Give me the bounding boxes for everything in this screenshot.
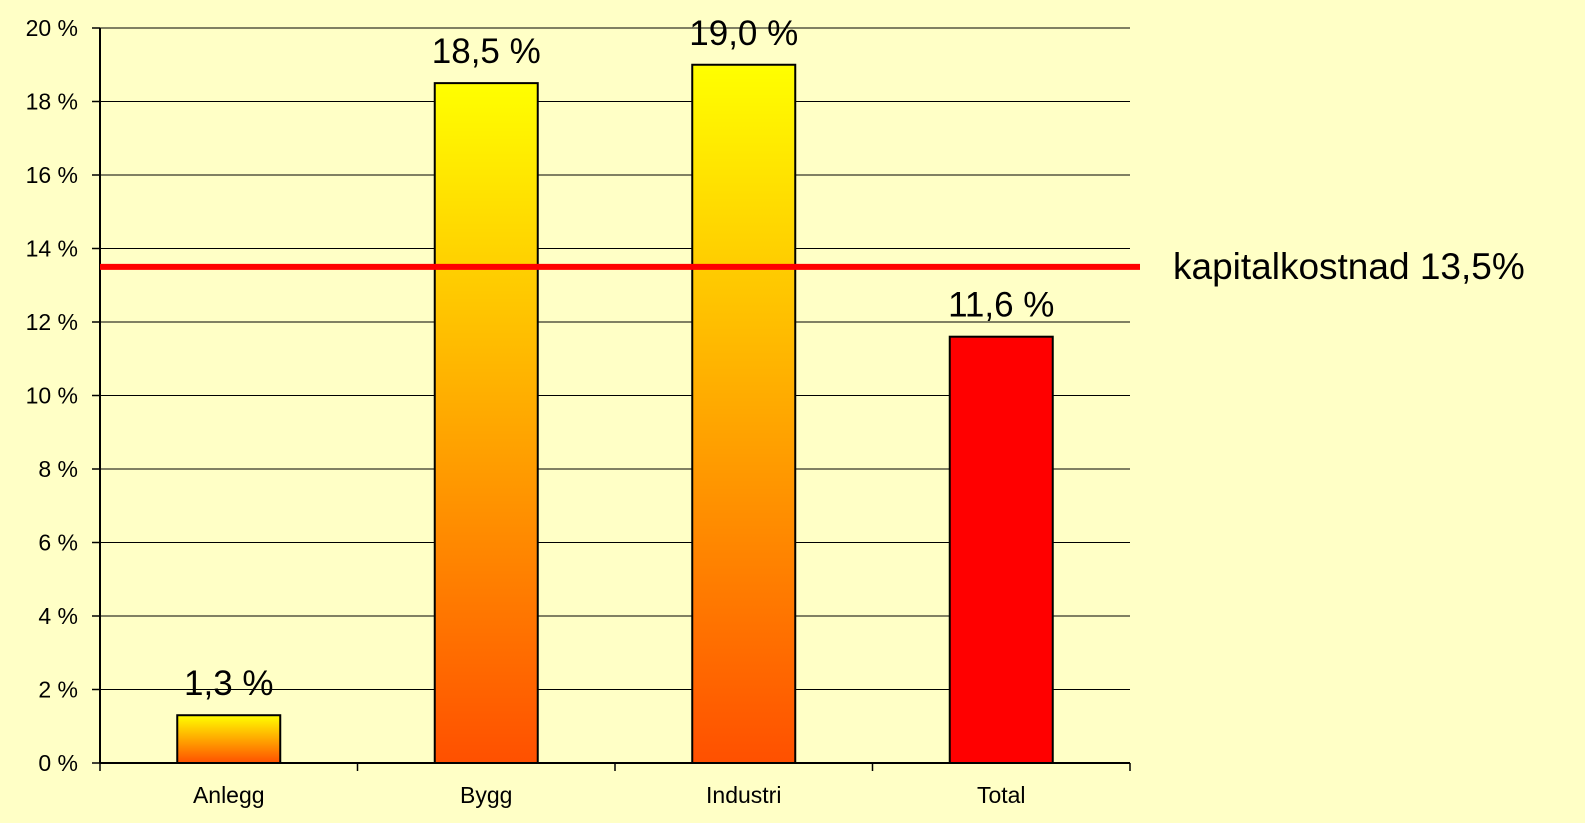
y-tick-label: 14 %	[26, 236, 78, 262]
data-label-bygg: 18,5 %	[432, 32, 541, 71]
y-tick-label: 0 %	[38, 750, 78, 776]
category-label-total: Total	[977, 782, 1026, 808]
y-tick-label: 12 %	[26, 309, 78, 335]
y-tick-label: 6 %	[38, 530, 78, 556]
data-label-total: 11,6 %	[948, 286, 1054, 325]
bar-total	[948, 335, 1054, 764]
category-label-anlegg: Anlegg	[193, 782, 265, 808]
y-tick-label: 16 %	[26, 162, 78, 188]
gridlines	[100, 27, 1130, 690]
reference-line-group: kapitalkostnad 13,5%	[100, 246, 1525, 287]
category-label-bygg: Bygg	[460, 782, 512, 808]
data-label-industri: 19,0 %	[689, 14, 798, 53]
reference-line-label: kapitalkostnad 13,5%	[1173, 246, 1525, 287]
data-label-anlegg: 1,3 %	[184, 664, 274, 703]
labels: 0 % 2 % 4 % 6 % 8 % 10 % 12 % 14 % 16 % 18 % 20 % 1…	[26, 14, 1055, 808]
bar-bygg	[433, 82, 539, 764]
y-tick-label: 10 %	[26, 383, 78, 409]
bar-industri	[691, 63, 797, 764]
bars	[176, 63, 1054, 764]
y-tick-label: 18 %	[26, 89, 78, 115]
y-tick-label: 20 %	[26, 15, 78, 41]
y-tick-label: 2 %	[38, 677, 78, 703]
y-tick-label: 4 %	[38, 603, 78, 629]
axes	[92, 27, 1131, 771]
bar-anlegg	[176, 714, 282, 764]
y-tick-label: 8 %	[38, 456, 78, 482]
category-label-industri: Industri	[706, 782, 781, 808]
